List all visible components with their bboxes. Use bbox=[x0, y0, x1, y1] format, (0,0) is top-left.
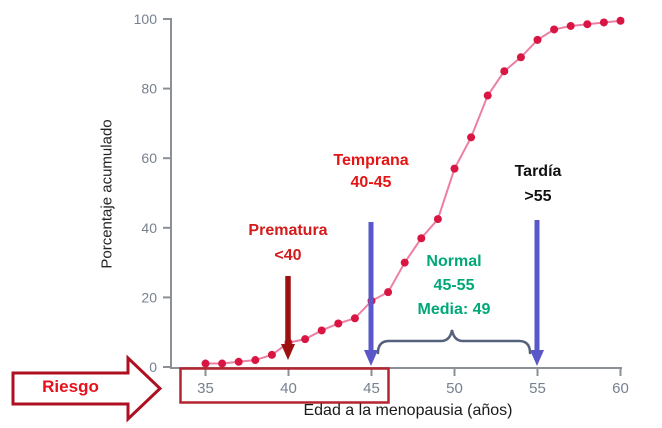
data-point bbox=[251, 356, 260, 365]
data-point bbox=[350, 314, 359, 323]
x-tick-label: 55 bbox=[529, 380, 546, 397]
annotation-normal-line2: 45-55 bbox=[433, 277, 475, 294]
data-point bbox=[616, 16, 625, 25]
data-point bbox=[234, 357, 243, 366]
x-tick-label: 40 bbox=[280, 380, 297, 397]
data-point bbox=[566, 21, 575, 30]
y-tick-label: 0 bbox=[149, 359, 157, 375]
annotation-prematura: Prematura <40 bbox=[248, 218, 327, 268]
data-point bbox=[417, 234, 426, 243]
data-point bbox=[500, 67, 509, 76]
annotation-temprana: Temprana 40-45 bbox=[333, 150, 408, 194]
x-tick-label: 50 bbox=[446, 380, 463, 397]
data-point bbox=[267, 350, 276, 359]
data-point bbox=[450, 164, 459, 173]
annotation-normal-line3: Media: 49 bbox=[417, 301, 491, 318]
y-tick-label: 40 bbox=[141, 220, 157, 236]
x-tick-label: 60 bbox=[612, 380, 629, 397]
late-arrow bbox=[530, 220, 544, 366]
annotation-prematura-line2: <40 bbox=[274, 247, 302, 264]
data-point bbox=[583, 20, 592, 29]
y-axis-label: Porcentaje acumulado bbox=[98, 119, 116, 269]
risk-arrow-shape bbox=[11, 354, 163, 423]
premature-arrow bbox=[281, 276, 295, 360]
data-point bbox=[301, 335, 310, 344]
data-point bbox=[384, 288, 393, 297]
premature-arrow-head bbox=[281, 344, 295, 360]
annotation-normal-line1: Normal bbox=[426, 253, 482, 270]
data-point bbox=[400, 258, 409, 267]
data-point bbox=[550, 25, 559, 34]
x-tick-label: 35 bbox=[197, 380, 214, 397]
x-tick-label: 45 bbox=[363, 380, 380, 397]
y-tick-label: 100 bbox=[134, 11, 158, 27]
risk-label: Riesgo bbox=[42, 377, 99, 396]
data-point bbox=[483, 91, 492, 100]
annotation-tardia: Tardía >55 bbox=[515, 159, 562, 209]
data-point bbox=[201, 359, 210, 368]
y-tick-label: 80 bbox=[141, 81, 157, 97]
risk-range-box bbox=[179, 367, 390, 404]
annotation-temprana-line2: 40-45 bbox=[350, 174, 392, 191]
data-point bbox=[317, 326, 326, 335]
x-axis-label: Edad a la menopausia (años) bbox=[303, 402, 513, 419]
normal-range-start-arrow bbox=[364, 222, 378, 366]
annotation-tardia-line1: Tardía bbox=[514, 163, 562, 180]
data-point bbox=[218, 359, 227, 368]
y-tick-label: 20 bbox=[141, 289, 157, 305]
normal-range-start-arrow-head bbox=[364, 350, 378, 366]
y-tick-label: 60 bbox=[141, 150, 157, 166]
data-point bbox=[599, 18, 608, 27]
data-point bbox=[467, 133, 476, 142]
x-axis-ticks: 35 40 45 50 55 60 bbox=[197, 368, 629, 397]
annotation-prematura-line1: Prematura bbox=[248, 222, 328, 239]
normal-range-brace bbox=[376, 329, 532, 355]
y-axis-ticks: 0 20 40 60 80 100 bbox=[134, 11, 171, 375]
data-point bbox=[433, 215, 442, 224]
annotation-normal: Normal 45-55 Media: 49 bbox=[418, 250, 491, 322]
data-point bbox=[533, 35, 542, 44]
annotation-tardia-line2: >55 bbox=[524, 188, 552, 205]
data-point bbox=[334, 319, 343, 328]
data-point bbox=[516, 53, 525, 62]
late-arrow-head bbox=[530, 350, 544, 366]
annotation-temprana-line1: Temprana bbox=[333, 152, 409, 169]
